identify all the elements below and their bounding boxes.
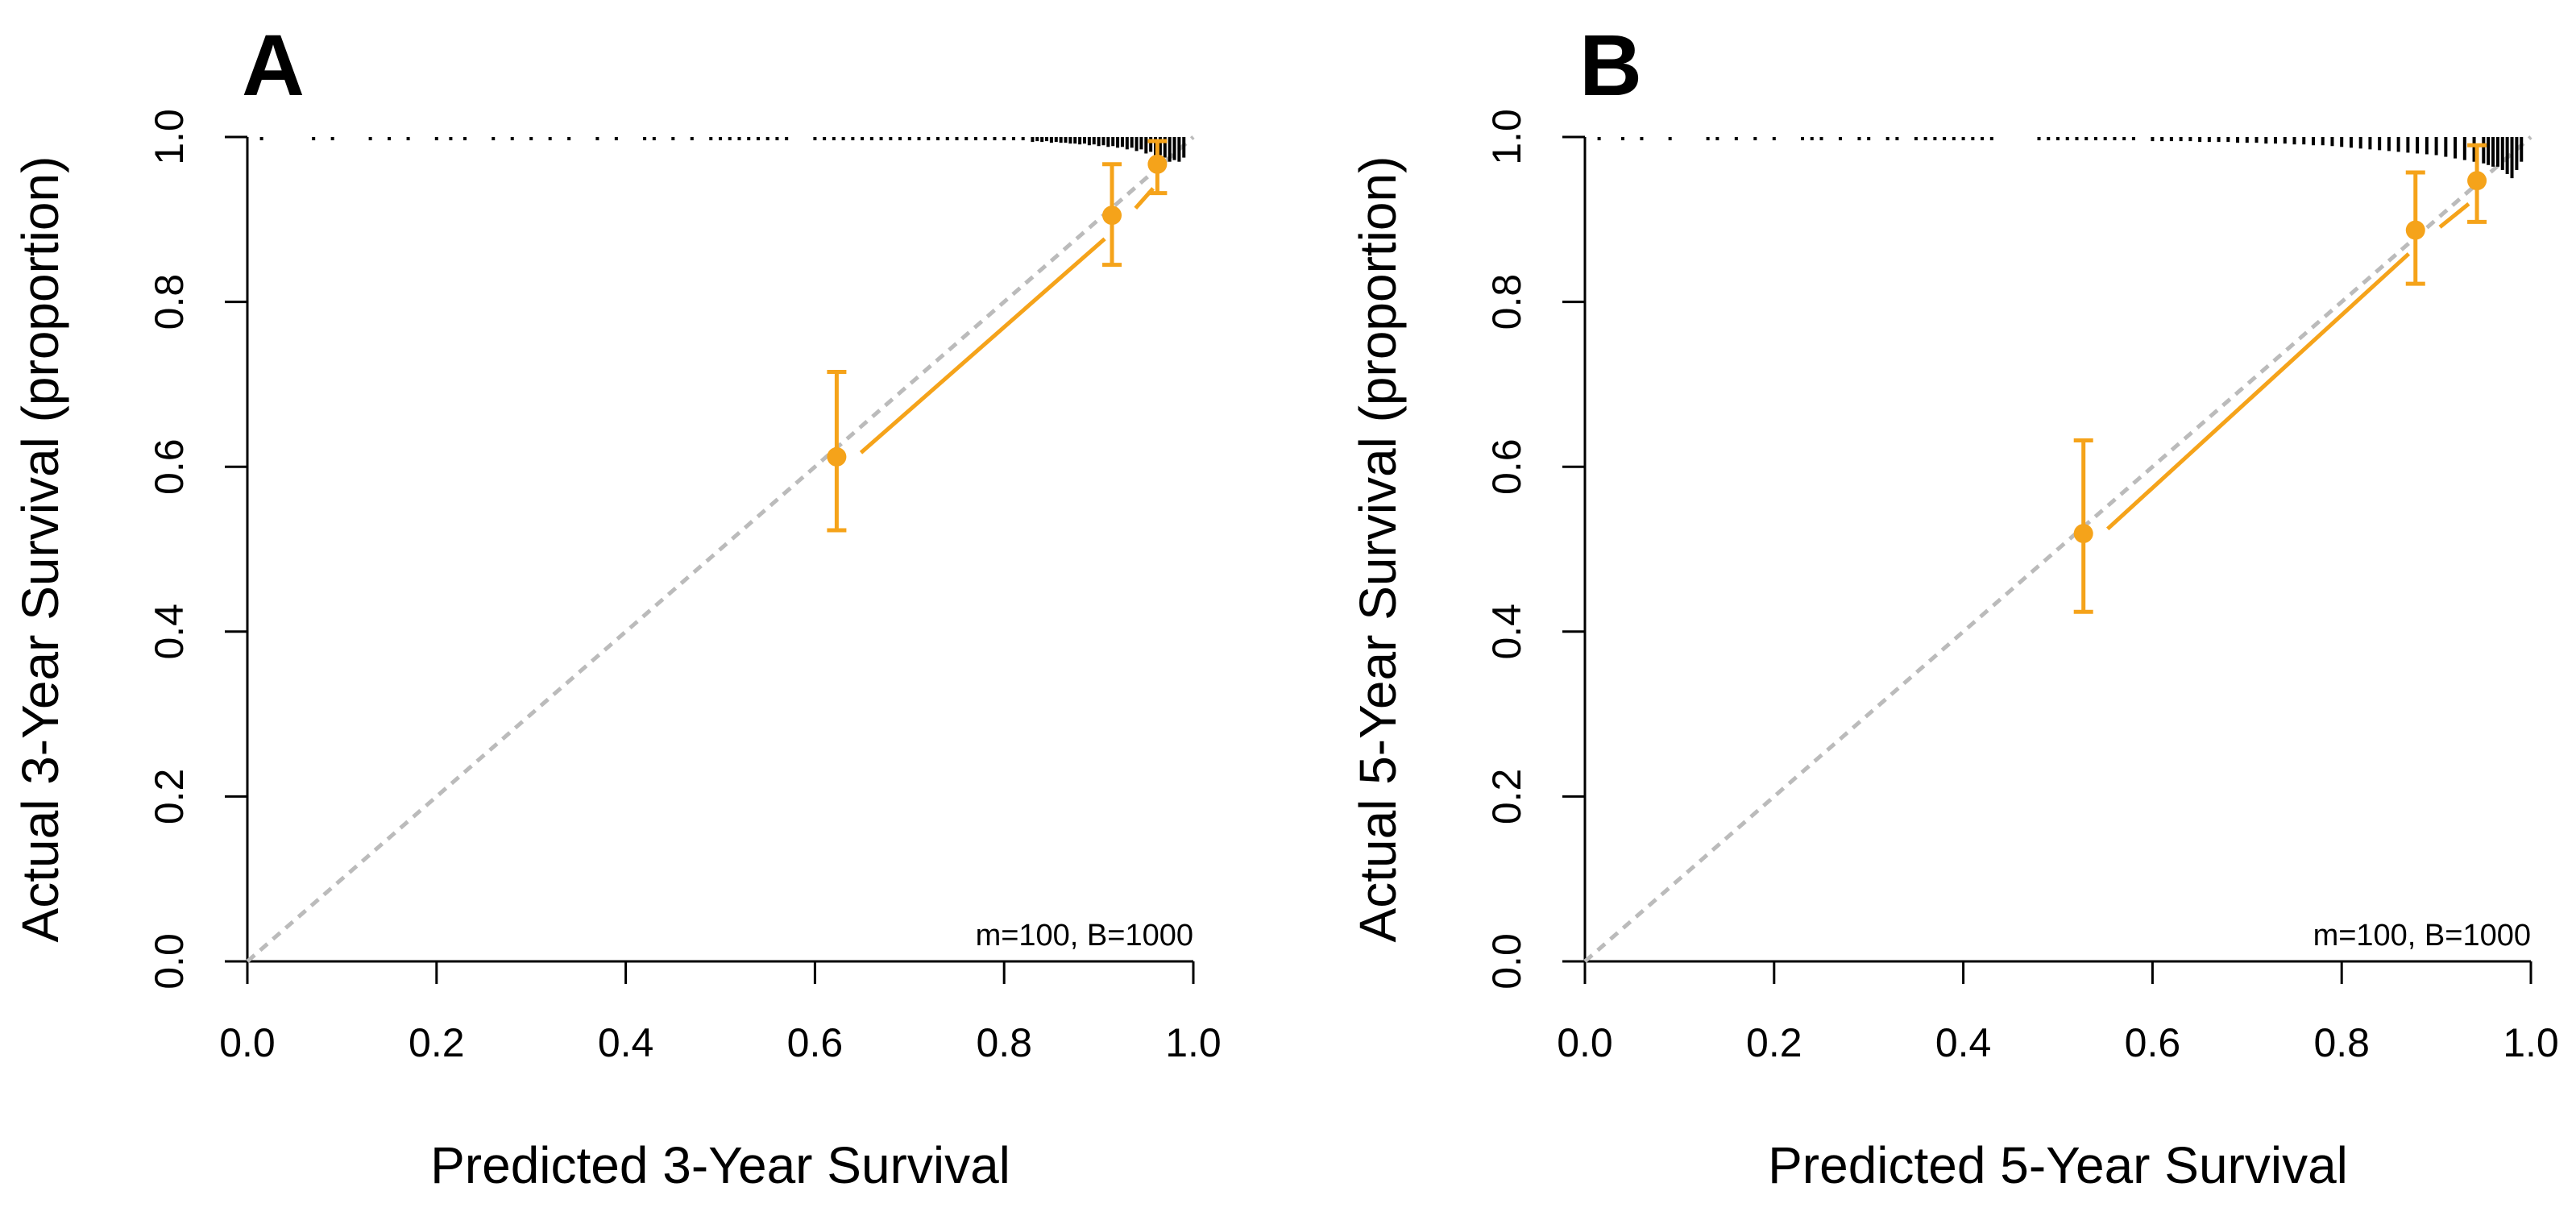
calibration-line-segment [2438, 202, 2470, 229]
bootstrap-annotation: m=100, B=1000 [2313, 919, 2531, 953]
x-tick-label: 0.8 [976, 1020, 1032, 1065]
y-tick-label: 0.6 [147, 438, 192, 495]
calibration-point [1147, 154, 1168, 174]
calibration-panel-a: A 0.0 0.2 0.4 0.6 0.8 1.0 0.0 0.2 0.4 0.6 0.8 1.0 Pre… [0, 0, 1288, 1208]
x-tick-label: 0.4 [598, 1020, 654, 1065]
calibration-point [827, 446, 847, 467]
y-tick-label: 0.8 [1484, 274, 1529, 330]
y-tick-label: 0.0 [1484, 933, 1529, 990]
y-tick-label: 0.2 [147, 769, 192, 825]
calibration-line-segment [859, 237, 1106, 454]
calibration-plot-a: A 0.0 0.2 0.4 0.6 0.8 1.0 0.0 0.2 0.4 0.6 0.8 1.0 Pre… [11, 16, 1222, 1194]
calibration-plot-b: B 0.0 0.2 0.4 0.6 0.8 1.0 0.0 0.2 0.4 0.6 0.8 1.0 Pre… [1349, 16, 2559, 1194]
y-tick-label: 0.2 [1484, 769, 1529, 825]
y-tick-label: 1.0 [147, 109, 192, 165]
y-tick-label: 0.4 [147, 604, 192, 660]
x-tick-label: 0.8 [2313, 1020, 2370, 1065]
panel-label: B [1579, 16, 1642, 114]
x-axis-title: Predicted 3-Year Survival [430, 1136, 1010, 1194]
calibration-panel-b: B 0.0 0.2 0.4 0.6 0.8 1.0 0.0 0.2 0.4 0.6 0.8 1.0 Pre… [1338, 0, 2576, 1208]
x-tick-label: 1.0 [1165, 1020, 1222, 1065]
x-tick-label: 0.6 [2125, 1020, 2181, 1065]
x-tick-label: 0.2 [1746, 1020, 1802, 1065]
bootstrap-annotation: m=100, B=1000 [976, 919, 1193, 953]
y-tick-label: 0.8 [147, 274, 192, 330]
y-tick-label: 0.4 [1484, 604, 1529, 660]
calibration-point [2073, 524, 2093, 544]
calibration-point [2467, 171, 2487, 191]
x-tick-label: 0.4 [1935, 1020, 1992, 1065]
x-tick-label: 0.0 [1557, 1020, 1613, 1065]
x-tick-label: 0.0 [219, 1020, 276, 1065]
x-tick-label: 1.0 [2503, 1020, 2559, 1065]
y-tick-label: 1.0 [1484, 109, 1529, 165]
y-axis-title: Actual 5-Year Survival (proportion) [1349, 156, 1407, 943]
ideal-reference-line [1583, 135, 2532, 963]
y-tick-label: 0.6 [1484, 438, 1529, 495]
calibration-line-segment [2105, 252, 2411, 531]
x-axis-title: Predicted 5-Year Survival [1768, 1136, 2348, 1194]
y-axis-title: Actual 3-Year Survival (proportion) [11, 156, 69, 943]
calibration-point [1102, 205, 1122, 226]
ideal-reference-line [246, 135, 1195, 963]
panel-label: A [242, 16, 305, 114]
x-tick-label: 0.6 [787, 1020, 844, 1065]
y-tick-label: 0.0 [147, 933, 192, 990]
x-tick-label: 0.2 [409, 1020, 465, 1065]
calibration-point [2405, 220, 2425, 240]
